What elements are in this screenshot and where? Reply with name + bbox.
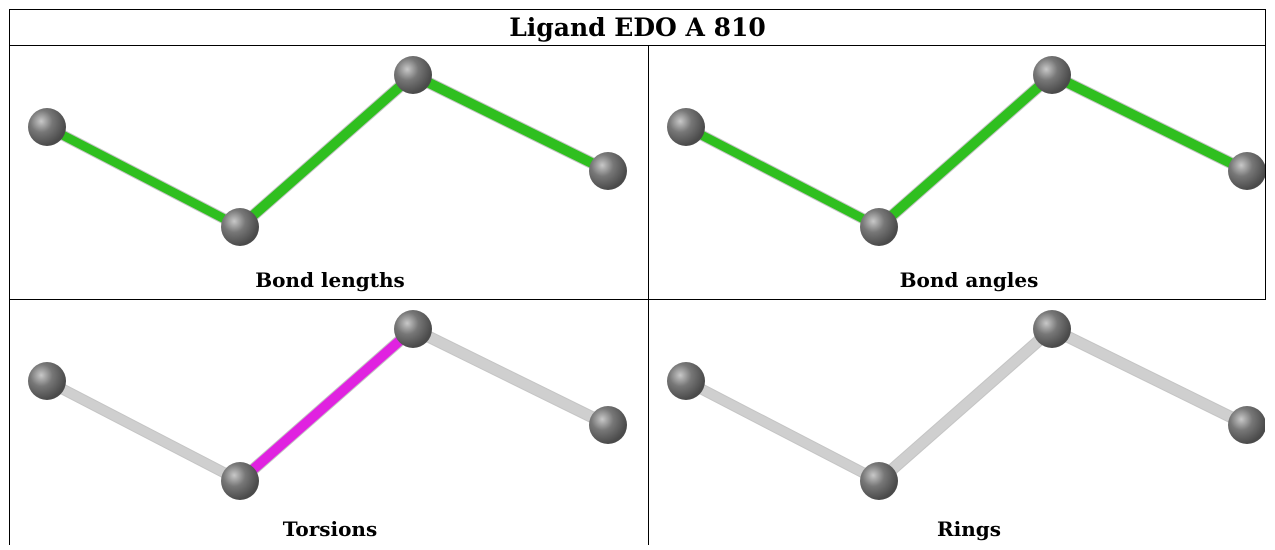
title-bottom-rule (9, 45, 1266, 46)
bond (874, 70, 1057, 232)
atom (589, 152, 627, 190)
panel-caption: Bond angles (899, 268, 1039, 292)
atom (667, 108, 705, 146)
panel-caption: Bond lengths (255, 268, 405, 292)
panel-caption: Rings (936, 517, 1001, 541)
bond (874, 324, 1057, 486)
atom (860, 462, 898, 500)
atom (221, 208, 259, 246)
bond (1047, 324, 1252, 430)
atom (28, 362, 66, 400)
atom (1033, 56, 1071, 94)
atom (860, 208, 898, 246)
atom (394, 310, 432, 348)
bond (235, 324, 418, 486)
atom (221, 462, 259, 500)
atom (1033, 310, 1071, 348)
panel-caption: Torsions (282, 517, 378, 541)
atom (589, 406, 627, 444)
atom (667, 362, 705, 400)
atom (1228, 152, 1265, 190)
bond (235, 70, 418, 232)
panel-torsions: Torsions (10, 300, 650, 550)
molecule-image (28, 56, 627, 246)
table-title: Ligand EDO A 810 (9, 9, 1266, 45)
bond (42, 122, 245, 232)
bond (1047, 70, 1252, 176)
bond (681, 376, 884, 486)
bond (42, 376, 245, 486)
panel-bond-angles: Bond angles (649, 46, 1275, 296)
left-border (9, 45, 10, 545)
center-divider (648, 45, 649, 545)
bond (408, 70, 613, 176)
bond (681, 122, 884, 232)
middle-rule (9, 299, 1266, 300)
atom (1228, 406, 1265, 444)
bond (408, 324, 613, 430)
molecule-image (667, 310, 1265, 500)
atom (394, 56, 432, 94)
panel-bond-lengths: Bond lengths (10, 46, 650, 296)
molecule-image (667, 56, 1265, 246)
molecule-image (28, 310, 627, 500)
atom (28, 108, 66, 146)
right-border (1265, 45, 1266, 300)
panel-rings: Rings (649, 300, 1275, 550)
